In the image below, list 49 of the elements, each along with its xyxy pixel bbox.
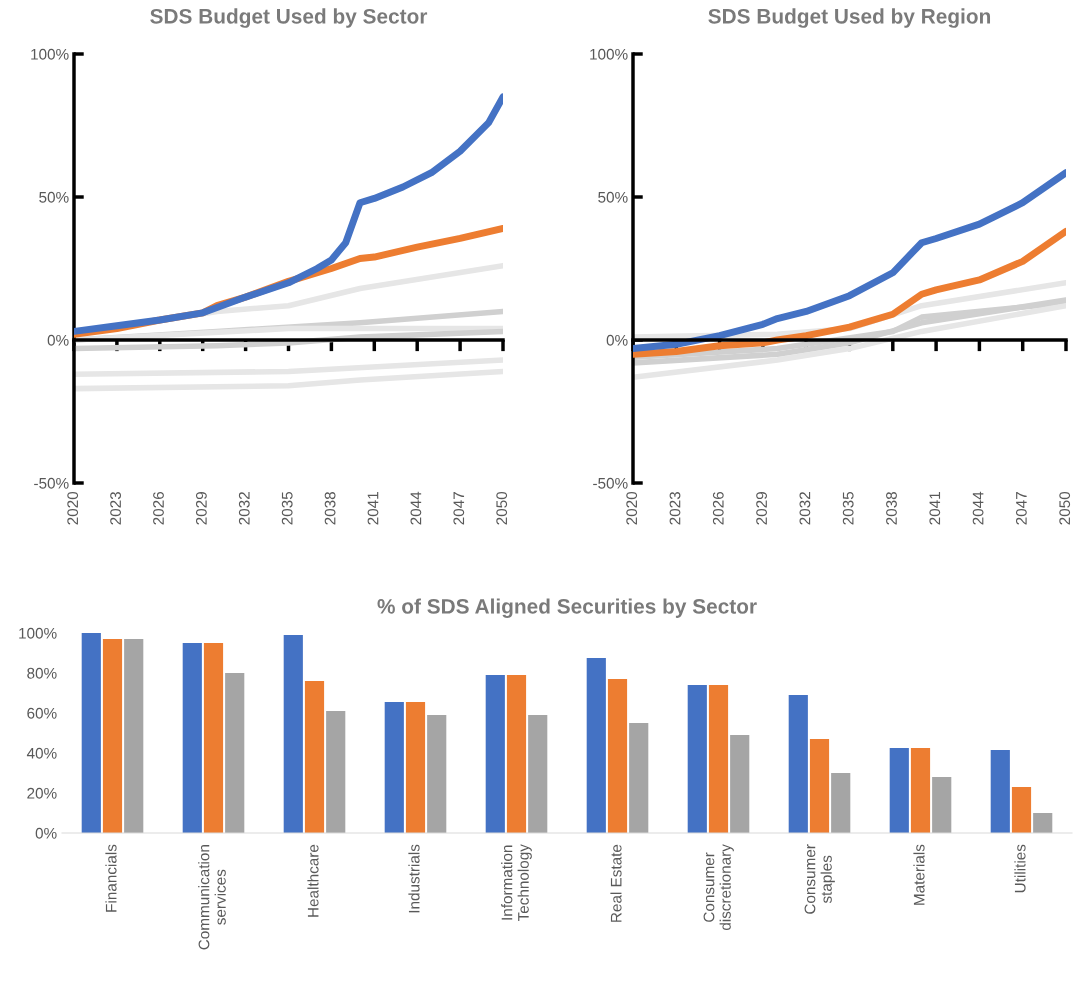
y-tick-label: 0%	[606, 334, 628, 346]
y-tick-label: 100%	[19, 627, 57, 639]
x-tick-label: 2050	[496, 491, 508, 525]
x-tick-label: 2029	[195, 492, 207, 525]
x-tick-label: Industrials	[408, 844, 420, 913]
x-tick-label: 2044	[972, 491, 984, 525]
x-tick-label: 2038	[324, 491, 336, 525]
x-tick-label: 2032	[799, 492, 811, 525]
chart-title: SDS Budget Used by Region	[708, 8, 991, 28]
x-tick-label: Financials	[105, 844, 117, 912]
x-tick-label: 2044	[410, 491, 422, 525]
x-tick-label: 2035	[281, 491, 293, 525]
x-tick-label: 2047	[1015, 492, 1027, 525]
y-tick-label: 100%	[590, 48, 628, 60]
x-tick-label: 2035	[842, 491, 854, 525]
y-tick-label: 100%	[31, 48, 69, 60]
x-tick-label: Healthcare	[307, 844, 319, 917]
x-tick-label: 2023	[669, 492, 681, 525]
chart-title: SDS Budget Used by Sector	[150, 8, 428, 28]
x-tick-label: Consumer discretionary	[703, 844, 734, 931]
x-tick-label: 2032	[238, 492, 250, 525]
x-tick-label: 2038	[886, 491, 897, 525]
x-tick-label: 2026	[712, 492, 724, 525]
x-tick-label: 2050	[1059, 491, 1071, 525]
x-tick-label: Utilities	[1014, 844, 1026, 893]
y-tick-label: 40%	[26, 747, 57, 759]
y-tick-label: 50%	[39, 191, 69, 203]
y-tick-label: -50%	[593, 477, 628, 489]
x-tick-label: 2026	[153, 492, 164, 525]
x-tick-label: Materials	[913, 844, 925, 905]
x-tick-label: Consumer staples	[804, 844, 835, 914]
x-tick-label: 2029	[756, 492, 767, 525]
x-tick-label: 2041	[929, 492, 941, 525]
y-tick-label: -50%	[34, 477, 69, 489]
y-tick-label: 0%	[47, 334, 69, 346]
y-tick-label: 50%	[598, 191, 628, 203]
x-tick-label: Communication services	[198, 845, 226, 950]
y-tick-label: 60%	[27, 707, 57, 719]
y-tick-label: 80%	[27, 667, 57, 679]
x-tick-label: 2023	[110, 492, 121, 525]
x-tick-label: 2020	[626, 491, 638, 525]
x-tick-label: Information Technology	[501, 844, 532, 922]
chart-title: % of SDS Aligned Securities by Sector	[377, 598, 757, 618]
x-tick-label: 2041	[367, 492, 379, 525]
x-tick-label: 2047	[453, 492, 465, 525]
y-tick-label: 20%	[27, 787, 57, 799]
x-tick-label: Real Estate	[610, 844, 622, 922]
y-tick-label: 0%	[35, 827, 57, 839]
x-tick-label: 2020	[67, 491, 79, 525]
